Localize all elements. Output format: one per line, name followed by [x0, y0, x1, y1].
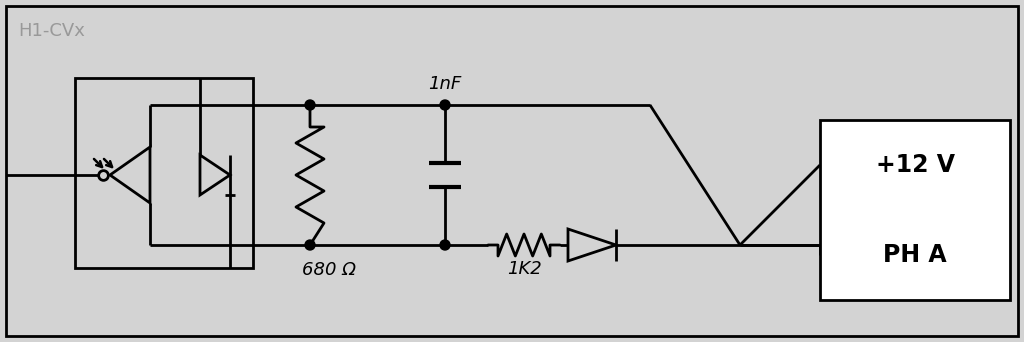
- Circle shape: [440, 240, 450, 250]
- Circle shape: [305, 240, 315, 250]
- Bar: [75, 78, 253, 268]
- Text: 680 Ω: 680 Ω: [302, 261, 356, 279]
- Circle shape: [305, 100, 315, 110]
- Text: 1nF: 1nF: [428, 75, 462, 93]
- Text: 1K2: 1K2: [507, 260, 542, 278]
- Text: H1-CVx: H1-CVx: [18, 22, 85, 40]
- Text: PH A: PH A: [883, 243, 947, 267]
- Circle shape: [440, 100, 450, 110]
- Bar: [820, 120, 1010, 300]
- Text: +12 V: +12 V: [876, 153, 954, 177]
